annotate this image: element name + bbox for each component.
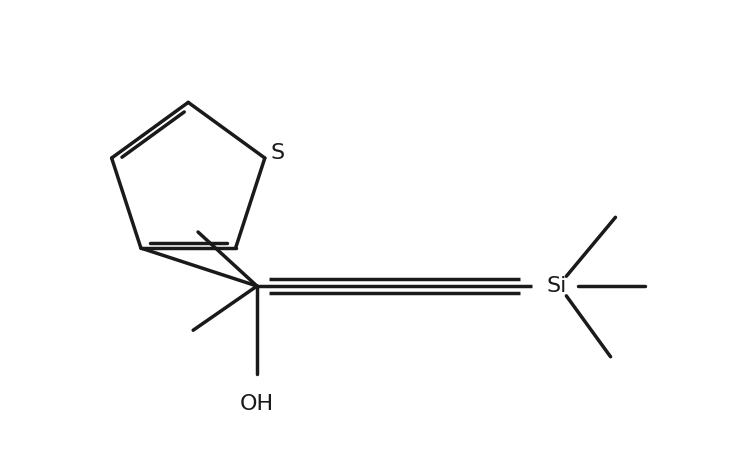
Text: Si: Si xyxy=(546,276,567,296)
Text: S: S xyxy=(271,143,285,163)
Text: OH: OH xyxy=(240,394,274,414)
